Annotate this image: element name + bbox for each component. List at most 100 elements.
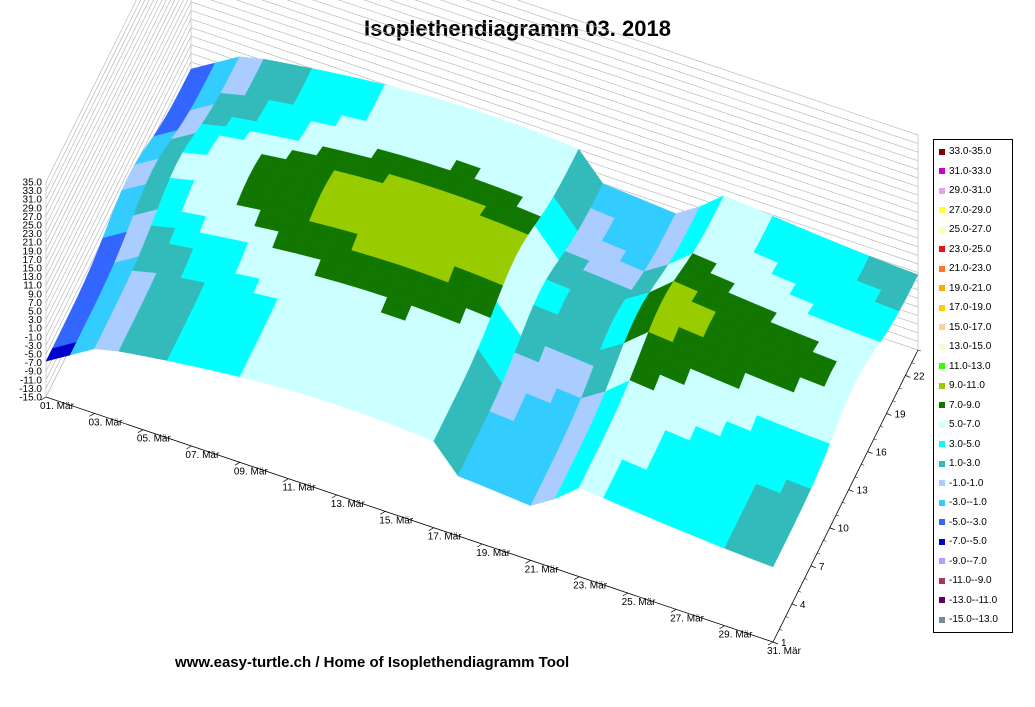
- legend-label: 15.0-17.0: [949, 321, 992, 333]
- y-minor-tick: [829, 527, 833, 529]
- x-tick-label: 25. Mär: [622, 597, 657, 608]
- z-tick-label: 31.0: [23, 195, 43, 206]
- x-tick: [234, 462, 241, 466]
- legend-label: 31.0-33.0: [949, 165, 992, 177]
- x-tick: [283, 478, 289, 482]
- legend-label: -3.0--1.0: [949, 497, 987, 509]
- y-tick-label: 22: [913, 371, 925, 382]
- x-tick-label: 29. Mär: [719, 630, 754, 641]
- legend-item: 1.0-3.0: [934, 454, 1012, 474]
- y-minor-tick: [798, 590, 802, 593]
- y-minor-tick: [848, 489, 852, 491]
- legend-item: -7.0--5.0: [934, 532, 1012, 552]
- legend-swatch: [939, 343, 945, 350]
- legend-swatch: [939, 421, 945, 428]
- y-tick-label: 13: [857, 486, 869, 497]
- legend-label: 19.0-21.0: [949, 282, 992, 294]
- x-tick: [525, 560, 531, 564]
- z-tick-label: 9.0: [28, 289, 42, 300]
- legend-item: -13.0--11.0: [934, 591, 1012, 611]
- legend-item: 13.0-15.0: [934, 337, 1012, 357]
- legend-swatch: [939, 538, 945, 545]
- legend-swatch: [939, 616, 945, 623]
- y-minor-tick: [873, 438, 877, 441]
- legend-swatch: [939, 480, 945, 487]
- x-tick: [477, 543, 483, 548]
- y-tick-label: 10: [838, 524, 850, 535]
- x-tick-label: 27. Mär: [670, 613, 705, 624]
- x-tick-label: 31. Mär: [767, 646, 802, 657]
- y-tick-label: 7: [819, 562, 825, 573]
- z-tick-label: 23.0: [23, 229, 43, 240]
- legend-label: 27.0-29.0: [949, 204, 992, 216]
- gridline: [45, 0, 919, 260]
- y-tick-label: 16: [876, 448, 888, 459]
- y-minor-tick: [854, 476, 859, 479]
- gridline: [45, 0, 919, 217]
- legend-label: 9.0-11.0: [949, 380, 985, 392]
- x-tick-label: 21. Mär: [525, 564, 560, 575]
- y-tick-label: 4: [800, 600, 806, 611]
- x-tick: [622, 592, 628, 597]
- legend-label: 13.0-15.0: [949, 341, 992, 353]
- y-tick-label: 19: [894, 409, 906, 420]
- gridline: [45, 0, 919, 226]
- z-tick-label: 7.0: [28, 298, 42, 309]
- gridline: [45, 0, 919, 200]
- legend-label: -5.0--3.0: [949, 516, 987, 528]
- legend-swatch: [939, 402, 945, 409]
- z-tick-label: -15.0: [19, 393, 42, 404]
- z-tick-label: 13.0: [23, 272, 43, 283]
- legend-swatch: [939, 187, 945, 194]
- z-tick-label: 33.0: [23, 186, 43, 197]
- legend-label: 1.0-3.0: [949, 458, 981, 470]
- x-tick-label: 13. Mär: [331, 499, 366, 510]
- legend-item: 21.0-23.0: [934, 259, 1012, 279]
- x-tick: [573, 576, 580, 580]
- x-tick: [186, 445, 192, 450]
- legend-swatch: [939, 460, 945, 467]
- x-tick-label: 23. Mär: [573, 581, 608, 592]
- legend-swatch: [939, 226, 945, 233]
- x-tick-label: 19. Mär: [476, 548, 511, 559]
- z-tick-label: -5.0: [25, 350, 43, 361]
- y-minor-tick: [899, 387, 903, 390]
- legend-item: 11.0-13.0: [934, 357, 1012, 377]
- legend-label: 5.0-7.0: [949, 419, 981, 431]
- legend-label: -15.0--13.0: [949, 614, 998, 626]
- legend-item: 33.0-35.0: [934, 142, 1012, 162]
- legend-label: 3.0-5.0: [949, 438, 981, 450]
- legend-swatch: [939, 441, 945, 448]
- gridline: [45, 0, 919, 269]
- z-tick-label: 25.0: [23, 221, 43, 232]
- x-tick-label: 03. Mär: [88, 417, 123, 428]
- legend-label: 11.0-13.0: [949, 360, 991, 372]
- legend-item: -1.0-1.0: [934, 474, 1012, 494]
- x-tick-label: 09. Mär: [234, 466, 269, 477]
- z-tick-label: 11.0: [23, 281, 42, 292]
- legend-item: 5.0-7.0: [934, 415, 1012, 435]
- y-minor-tick: [785, 616, 789, 618]
- legend-swatch: [939, 363, 945, 370]
- gridline: [45, 0, 919, 234]
- y-minor-tick: [810, 565, 814, 568]
- legend-label: 21.0-23.0: [949, 263, 992, 275]
- footer-credit: www.easy-turtle.ch / Home of Isoplethend…: [175, 654, 570, 671]
- legend-label: -11.0--9.0: [949, 575, 992, 587]
- legend-swatch: [939, 577, 945, 584]
- y-minor-tick: [823, 540, 827, 542]
- y-minor-tick: [880, 425, 884, 428]
- x-tick: [767, 641, 774, 646]
- y-minor-tick: [842, 502, 846, 504]
- y-tick-label: 1: [781, 638, 787, 649]
- legend-swatch: [939, 597, 945, 604]
- legend-swatch: [939, 519, 945, 526]
- z-tick-label: 3.0: [28, 315, 42, 326]
- legend-label: -1.0-1.0: [949, 477, 984, 489]
- y-minor-tick: [867, 451, 871, 453]
- z-tick-label: -7.0: [25, 358, 43, 369]
- y-minor-tick: [772, 641, 777, 644]
- x-tick-label: 05. Mär: [137, 434, 172, 445]
- gridline: [45, 0, 919, 191]
- x-tick-label: 17. Mär: [428, 532, 463, 543]
